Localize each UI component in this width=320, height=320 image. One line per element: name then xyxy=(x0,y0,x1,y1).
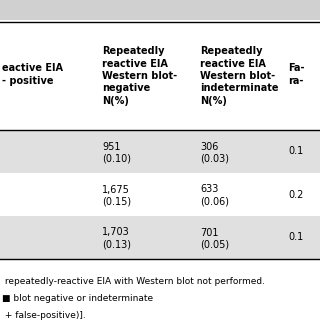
Text: ra-: ra- xyxy=(288,76,303,86)
Text: repeatedly-reactive EIA with Western blot not performed.: repeatedly-reactive EIA with Western blo… xyxy=(2,277,265,286)
Bar xyxy=(0,216,320,259)
Text: (0.10): (0.10) xyxy=(102,154,131,164)
Bar xyxy=(0,0,320,20)
Text: 1,703: 1,703 xyxy=(102,228,130,237)
Text: 1,675: 1,675 xyxy=(102,185,130,195)
Text: 701: 701 xyxy=(200,228,219,237)
Text: Fa-: Fa- xyxy=(288,63,305,73)
Text: - positive: - positive xyxy=(2,76,53,86)
Text: 0.1: 0.1 xyxy=(288,233,303,243)
Text: Repeatedly
reactive EIA
Western blot-
negative
N(%): Repeatedly reactive EIA Western blot- ne… xyxy=(102,46,177,106)
Text: (0.05): (0.05) xyxy=(200,239,229,250)
Text: (0.06): (0.06) xyxy=(200,196,229,206)
Text: 0.2: 0.2 xyxy=(288,189,303,199)
Text: (0.15): (0.15) xyxy=(102,196,131,206)
Bar xyxy=(0,130,320,173)
Text: (0.03): (0.03) xyxy=(200,154,229,164)
Text: 0.1: 0.1 xyxy=(288,147,303,156)
Text: + false-positive)].: + false-positive)]. xyxy=(2,311,86,320)
Text: (0.13): (0.13) xyxy=(102,239,131,250)
Text: 951: 951 xyxy=(102,141,121,151)
Text: 633: 633 xyxy=(200,185,218,195)
Text: eactive EIA: eactive EIA xyxy=(2,63,63,73)
Text: Repeatedly
reactive EIA
Western blot-
indeterminate
N(%): Repeatedly reactive EIA Western blot- in… xyxy=(200,46,278,106)
Text: ■ blot negative or indeterminate: ■ blot negative or indeterminate xyxy=(2,294,153,303)
Text: 306: 306 xyxy=(200,141,218,151)
